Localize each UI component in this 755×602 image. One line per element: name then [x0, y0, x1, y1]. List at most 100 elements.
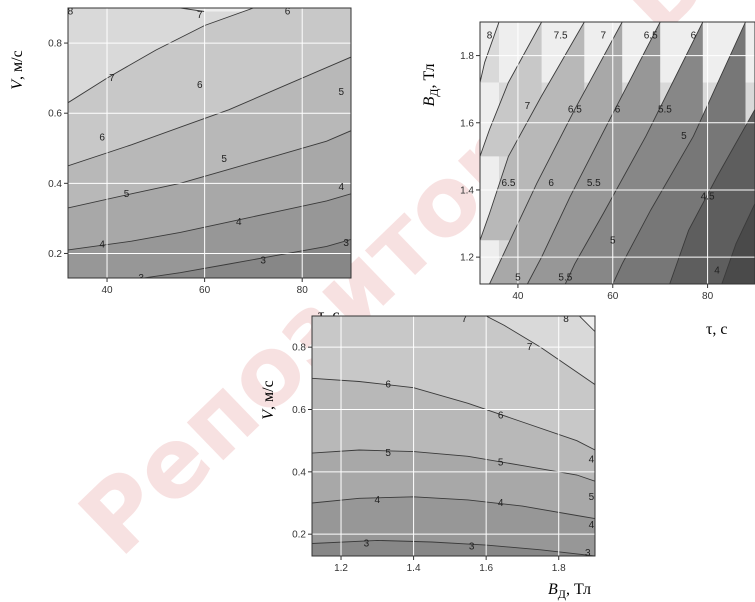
contour-label: 5	[498, 457, 504, 468]
contour-label: 6	[615, 104, 621, 115]
contour-line	[68, 130, 351, 209]
plot-frame	[67, 7, 352, 279]
contour-label: 6	[691, 30, 697, 41]
contour-label: 3	[364, 539, 370, 550]
contour-line	[527, 22, 661, 284]
contour-label: 5.5	[587, 178, 601, 189]
contour-label: 4	[498, 498, 504, 509]
x-tick-label: 1.8	[552, 563, 566, 574]
contour-label: 7	[462, 314, 468, 325]
contour-line	[578, 316, 595, 332]
contour-label: 4	[236, 217, 242, 228]
x-axis-label: τ, с	[706, 321, 728, 338]
x-tick-label: 60	[199, 285, 211, 296]
y-tick-label: 0.8	[48, 39, 62, 50]
y-tick-label: 0.6	[292, 405, 306, 416]
x-axis-label: BД, Тл	[548, 581, 591, 601]
plot-area: 8 7 6 7 6 5 6 5 5 4 4 4 3 3 3	[68, 7, 351, 284]
plot-area: 8 7.5 7 6.5 6 7 6.5 6 5.5 5 6.5 6 5.5 4.5 5 4 5 5.5	[480, 22, 755, 284]
contour-label: 5	[385, 448, 391, 459]
contour-label: 5	[221, 154, 227, 165]
y-tick-label: 1.2	[460, 253, 474, 264]
contour-label: 4	[589, 454, 595, 465]
contour-label: 4	[338, 182, 344, 193]
x-tick-label: 40	[512, 291, 524, 302]
contour-label: 7	[109, 73, 115, 84]
x-tick-label: 1.2	[334, 563, 348, 574]
y-axis-label-unit: , м/с	[9, 50, 26, 80]
contour-label: 7	[525, 101, 531, 112]
y-axis-label-main: V	[9, 78, 26, 90]
contour-label: 4	[375, 495, 381, 506]
x-tick-label: 60	[607, 291, 619, 302]
x-tick-label: 80	[297, 285, 309, 296]
contour-label: 6	[548, 178, 554, 189]
y-axis-label: V, м/с	[9, 50, 26, 89]
contour-band	[489, 22, 755, 284]
contour-line	[564, 22, 704, 284]
contour-label: 5	[515, 272, 521, 283]
contour-label: 5	[589, 492, 595, 503]
contour-label: 8	[68, 7, 74, 18]
y-axis-label-unit: , Тл	[421, 64, 438, 89]
contour-label: 7	[600, 30, 606, 41]
contour-label: 4	[589, 520, 595, 531]
contour-line	[721, 203, 755, 284]
y-axis-label: BД, Тл	[421, 64, 441, 107]
contour-label: 4.5	[701, 192, 715, 203]
contour-label: 3	[260, 255, 266, 266]
contour-label: 5.5	[658, 104, 672, 115]
contour-line	[312, 449, 595, 482]
contour-line	[312, 377, 595, 451]
x-axis-label-sub: Д	[558, 587, 566, 601]
contour-line	[68, 56, 351, 167]
contour-line	[480, 22, 585, 241]
plot-area: 7 8 7 6 6 5 5 4 4 4 5 3 3 3 4	[312, 314, 595, 559]
y-axis-label-unit: , м/с	[260, 380, 277, 410]
contour-label: 6.5	[501, 178, 515, 189]
contour-line	[480, 22, 542, 157]
contour-label: 6	[99, 133, 105, 144]
contour-label: 6	[498, 411, 504, 422]
y-tick-label: 0.4	[48, 179, 62, 190]
contour-label: 4	[714, 266, 720, 277]
contour-label: 8	[487, 30, 493, 41]
x-tick-label: 80	[702, 291, 714, 302]
contour-label: 7	[197, 10, 203, 21]
contour-label: 6	[285, 7, 291, 18]
contour-line	[480, 22, 500, 83]
plot-frame	[311, 315, 596, 557]
contour-label: 5	[338, 87, 344, 98]
contour-label: 6	[385, 380, 391, 391]
y-axis-label-main: V	[260, 408, 277, 420]
contour-label: 3	[585, 548, 591, 559]
contour-label: 5	[124, 189, 130, 200]
contour-label: 3	[343, 238, 349, 249]
contour-label: 5.5	[558, 272, 572, 283]
y-tick-label: 0.8	[292, 343, 306, 354]
y-tick-label: 0.4	[292, 467, 306, 478]
y-tick-label: 0.6	[48, 109, 62, 120]
chart-3: 7 8 7 6 6 5 5 4 4 4 5 3 3 3 4 1.2 1.4 1.6 1.8 0.2 0.4 0.6 0.8 B…	[260, 314, 596, 601]
y-axis-label-sub: Д	[427, 89, 441, 97]
contour-line	[140, 238, 351, 278]
contour-label: 6.5	[644, 30, 658, 41]
y-tick-label: 1.6	[460, 118, 474, 129]
contour-line	[68, 193, 351, 251]
contour-label: 3	[469, 542, 475, 553]
y-tick-label: 1.4	[460, 185, 474, 196]
contour-label: 7	[527, 342, 533, 353]
y-tick-label: 0.2	[292, 530, 306, 541]
contour-label: 6	[197, 80, 203, 91]
contour-band	[143, 239, 351, 278]
contour-label: 8	[563, 314, 569, 325]
y-axis-label: V, м/с	[260, 380, 277, 419]
contour-line	[612, 22, 746, 284]
contour-line	[68, 8, 256, 104]
contour-label: 3	[138, 273, 144, 284]
x-axis-label-unit: , Тл	[566, 581, 591, 598]
contour-band	[721, 203, 755, 284]
